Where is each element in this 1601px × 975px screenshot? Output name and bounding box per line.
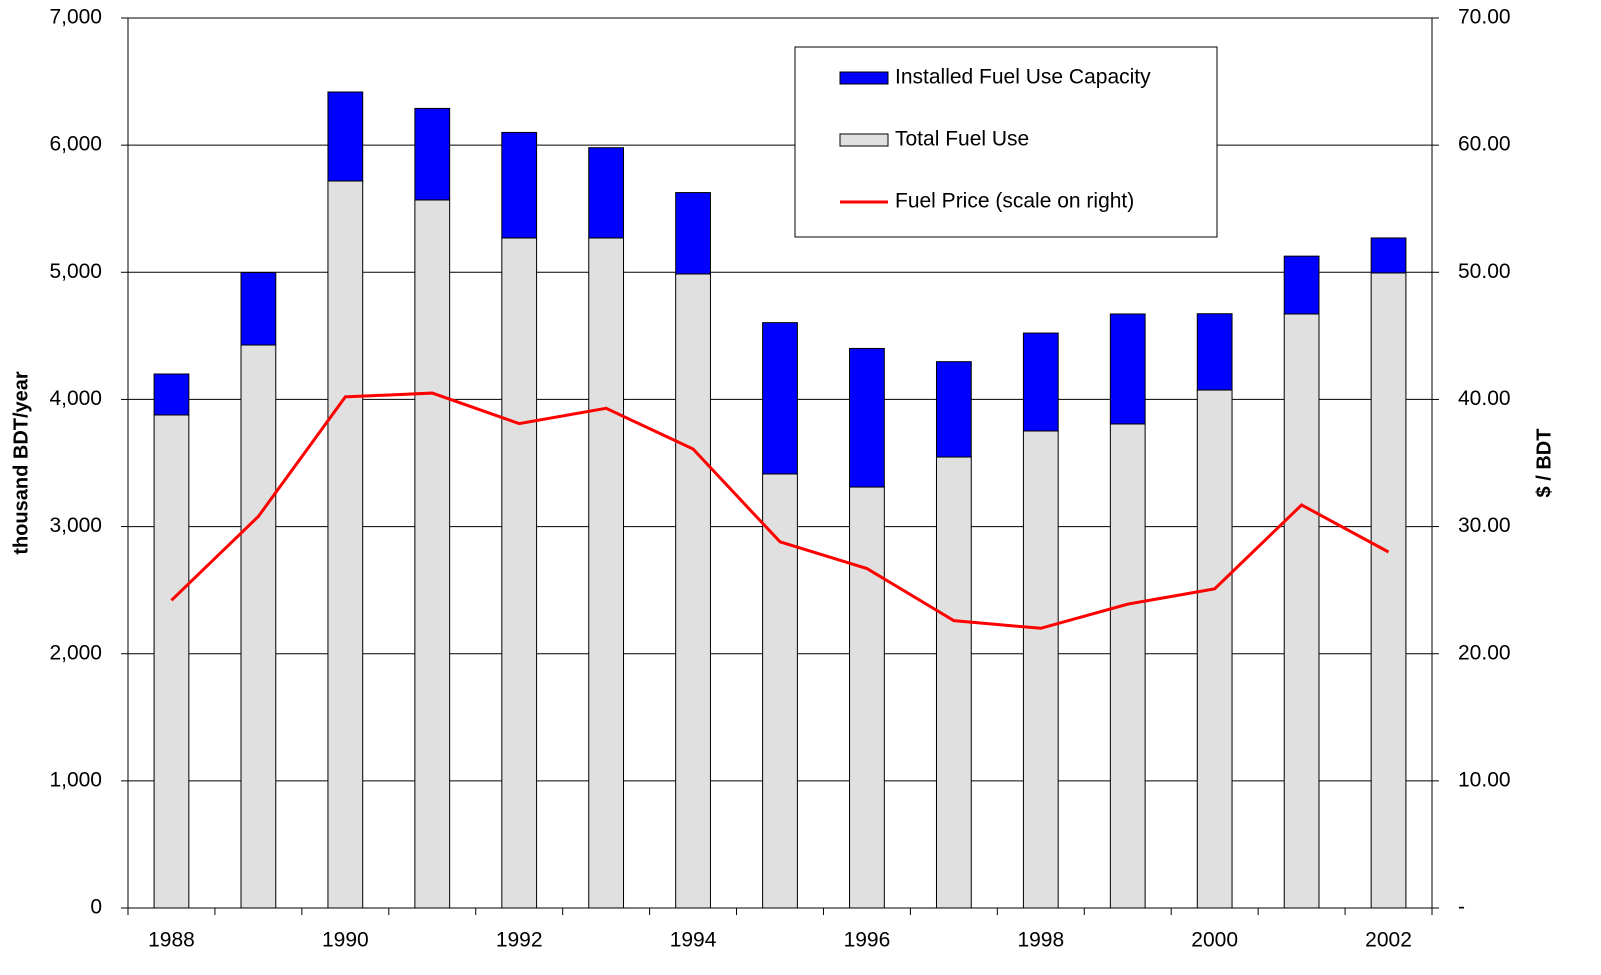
x-tick-label: 1998 (1017, 929, 1064, 952)
y2-tick-label: 40.00 (1458, 387, 1511, 410)
x-tick-label: 2000 (1191, 929, 1238, 952)
bar-segment (1283, 255, 1320, 315)
y2-tick-label: 30.00 (1458, 514, 1511, 537)
x-tick-label: 2002 (1365, 929, 1412, 952)
y-tick-label: 0 (90, 896, 102, 919)
bar-segment (935, 361, 972, 458)
y2-tick-label: 50.00 (1458, 260, 1511, 283)
x-tick-label: 1996 (844, 929, 891, 952)
bar-segment (762, 473, 798, 909)
bar-segment (153, 373, 190, 416)
y2-tick-label: 60.00 (1458, 133, 1511, 156)
bar-segment (1109, 423, 1146, 909)
bar-segment (1109, 313, 1146, 425)
x-tick-label: 1990 (322, 929, 369, 952)
bar-segment (675, 273, 711, 909)
price-line (170, 391, 1390, 630)
bar-segment (414, 107, 451, 201)
legend-swatch (839, 133, 889, 147)
y-tick-label: 4,000 (49, 387, 102, 410)
y2-tick-label: - (1458, 896, 1465, 919)
y2-axis-label: $ / BDT (1533, 429, 1555, 498)
x-tick-label: 1994 (670, 929, 717, 952)
bar-segment (849, 486, 885, 909)
bar-segment (240, 272, 277, 346)
legend-label: Installed Fuel Use Capacity (895, 66, 1151, 89)
y-tick-label: 3,000 (49, 514, 102, 537)
y-tick-label: 5,000 (49, 260, 102, 283)
bar-segment (1370, 237, 1407, 274)
bar-segment (327, 180, 364, 909)
bar-segment (762, 322, 798, 475)
y-axis-label: thousand BDT/year (10, 371, 32, 555)
bar-segment (240, 344, 277, 909)
legend-swatch (839, 71, 889, 85)
legend-label: Fuel Price (scale on right) (895, 190, 1134, 213)
legend-label: Total Fuel Use (895, 128, 1029, 151)
bar-segment (153, 414, 190, 909)
bar-segment (1283, 313, 1320, 909)
bar-segment (675, 192, 711, 275)
bar-segment (501, 131, 538, 239)
y2-tick-label: 20.00 (1458, 641, 1511, 664)
bar-segment (501, 237, 538, 909)
y2-tick-label: 70.00 (1458, 6, 1511, 29)
bar-segment (1196, 313, 1233, 391)
bar-segment (327, 91, 364, 182)
bar-segment (1022, 332, 1059, 432)
y-tick-label: 6,000 (49, 133, 102, 156)
bar-segment (849, 347, 885, 488)
y-tick-label: 7,000 (49, 6, 102, 29)
x-tick-label: 1988 (148, 929, 195, 952)
bar-segment (1196, 389, 1233, 909)
y2-tick-label: 10.00 (1458, 768, 1511, 791)
bar-segment (588, 147, 625, 239)
y-tick-label: 1,000 (49, 768, 102, 791)
x-tick-label: 1992 (496, 929, 543, 952)
bar-segment (935, 456, 972, 909)
y-tick-label: 2,000 (49, 641, 102, 664)
bar-segment (1022, 430, 1059, 909)
bar-segment (414, 199, 451, 909)
bar-segment (1370, 272, 1407, 909)
bar-segment (588, 237, 625, 909)
